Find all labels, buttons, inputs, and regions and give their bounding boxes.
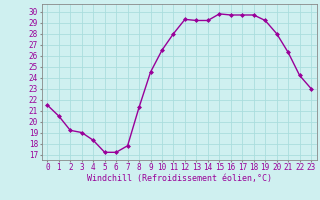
X-axis label: Windchill (Refroidissement éolien,°C): Windchill (Refroidissement éolien,°C) (87, 174, 272, 183)
